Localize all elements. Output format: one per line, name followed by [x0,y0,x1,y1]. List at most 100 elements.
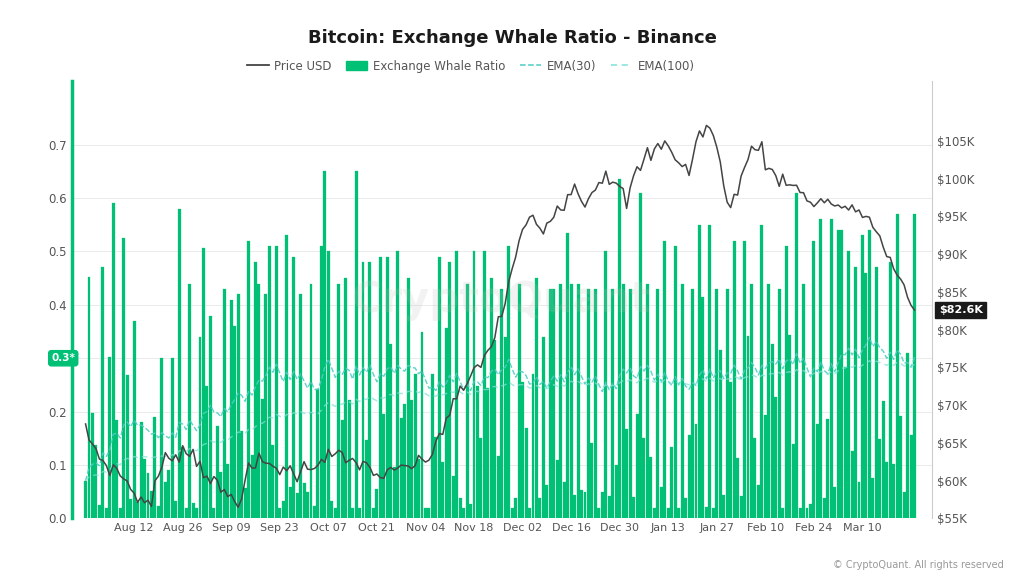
Bar [739,497,742,518]
Bar [569,283,572,518]
Bar [441,461,444,518]
Bar [403,404,407,518]
Bar [264,294,267,518]
Bar [244,488,247,518]
Bar [199,337,202,518]
Bar [906,353,909,518]
Bar [178,209,180,518]
Bar [625,429,628,518]
Bar [743,241,746,518]
Bar [591,443,594,518]
Bar [274,246,278,518]
Bar [507,246,510,518]
Bar [421,332,424,518]
Bar [653,507,655,518]
Bar [764,415,767,518]
Bar [341,420,344,518]
Bar [247,241,250,518]
Bar [892,464,895,518]
Bar [434,437,437,518]
Bar [761,225,763,518]
Bar [289,487,292,518]
Bar [716,289,718,518]
Bar [476,386,479,518]
Bar [417,459,420,518]
Bar [671,447,673,518]
Bar [594,289,597,518]
Bar [854,267,857,518]
Bar [580,490,583,518]
Bar [146,473,150,518]
Bar [202,248,205,518]
Bar [479,438,482,518]
Bar [809,505,812,518]
Bar [407,278,410,518]
Bar [324,172,327,518]
Bar [386,257,389,518]
Bar [750,283,753,518]
Bar [116,420,118,518]
Bar [133,321,135,518]
Bar [206,386,209,518]
Bar [861,236,864,518]
Bar [219,472,222,518]
Text: Bitcoin: Exchange Whale Ratio - Binance: Bitcoin: Exchange Whale Ratio - Binance [307,29,717,47]
Bar [642,438,645,518]
Bar [241,431,243,518]
Bar [882,401,885,518]
Bar [636,414,639,518]
Bar [226,464,229,518]
Bar [379,257,382,518]
Bar [639,193,642,518]
Bar [712,507,715,518]
Bar [389,344,392,518]
Bar [729,382,732,518]
Bar [549,289,552,518]
Bar [369,262,372,518]
Bar [542,337,545,518]
Bar [393,467,395,518]
Bar [559,283,562,518]
Bar [667,507,670,518]
Bar [889,262,892,518]
Bar [229,300,232,518]
Bar [358,507,361,518]
Bar [157,506,160,518]
Bar [726,289,729,518]
Bar [109,357,112,518]
Bar [757,485,760,518]
Bar [732,241,735,518]
Bar [351,507,354,518]
Bar [104,507,108,518]
Bar [254,262,257,518]
Bar [414,374,417,518]
Bar [802,283,805,518]
Bar [504,337,507,518]
Bar [143,459,146,518]
Bar [611,289,614,518]
Bar [687,435,690,518]
Bar [309,283,312,518]
Bar [292,257,295,518]
Bar [784,246,787,518]
Bar [566,233,569,518]
Bar [257,283,260,518]
Bar [410,400,413,518]
Bar [216,426,219,518]
Bar [282,501,285,518]
Bar [327,252,330,518]
Bar [622,283,625,518]
Bar [691,289,694,518]
Bar [286,236,288,518]
Bar [684,498,687,518]
Bar [344,278,347,518]
Text: 0.3*: 0.3* [51,353,75,363]
Bar [517,283,520,518]
Bar [681,283,684,518]
Bar [556,460,559,518]
Bar [139,422,142,518]
Bar [664,241,667,518]
Bar [573,495,577,518]
Bar [552,289,555,518]
Bar [427,507,430,518]
